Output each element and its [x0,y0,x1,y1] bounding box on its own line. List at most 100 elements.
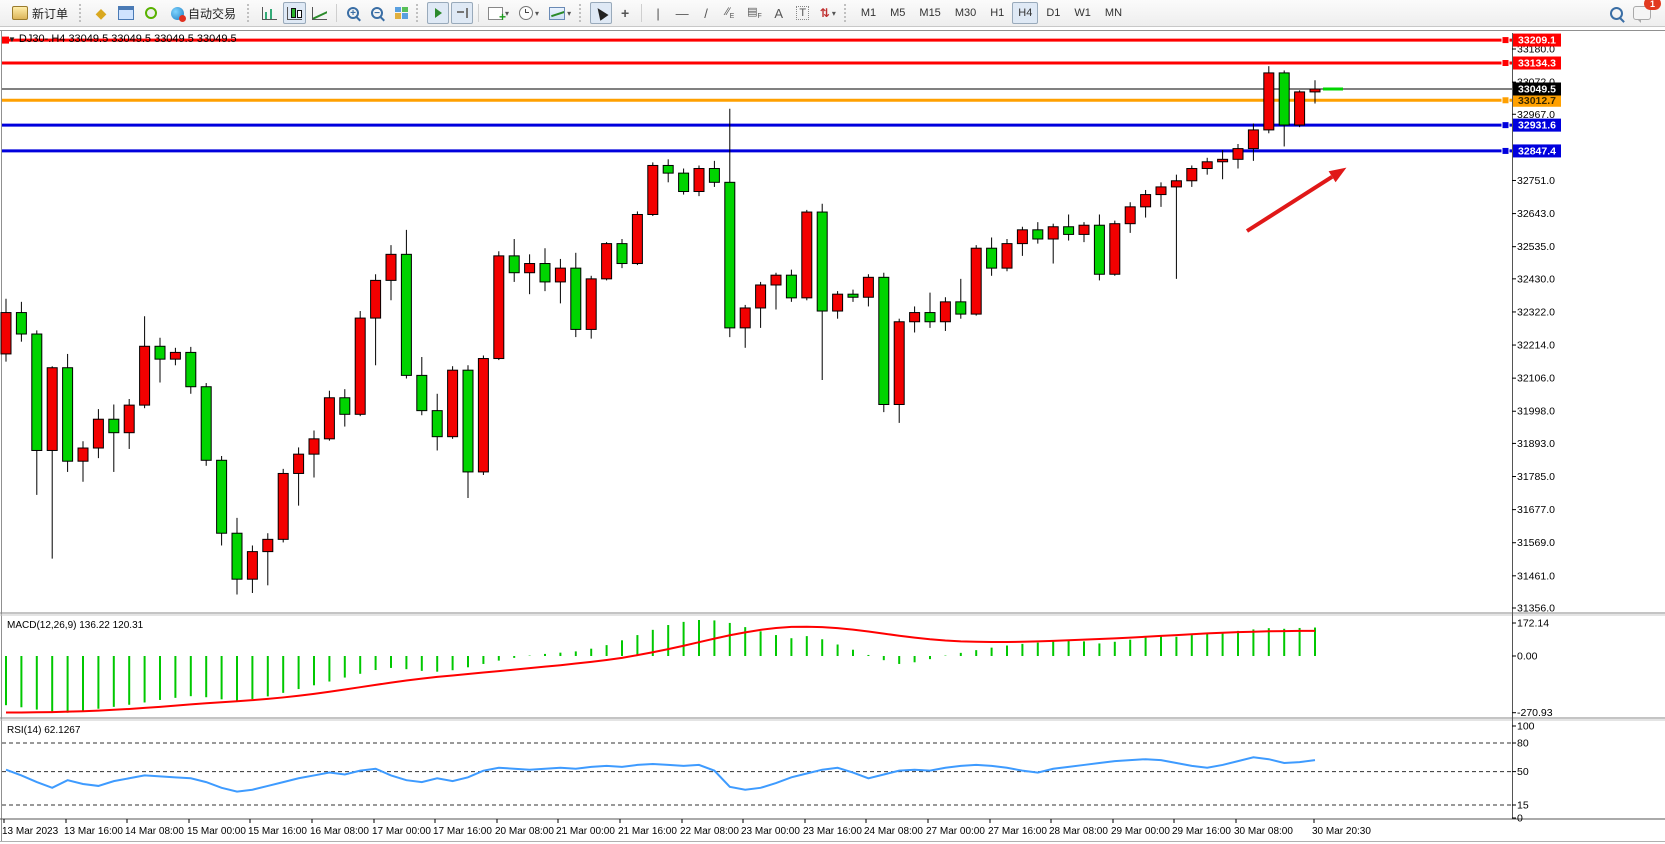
candle-body [1186,168,1198,182]
candle-body [1247,129,1259,150]
candle-body [62,367,74,462]
fibonacci-button[interactable]: ▤F [743,2,766,24]
price-tick-label: 32214.0 [1517,340,1555,352]
candle-body [493,255,505,360]
crosshair-button[interactable]: + [614,2,636,24]
macd-signal-line [6,625,1315,714]
candle-body [1294,91,1306,126]
line-handle[interactable] [1501,146,1510,155]
trendline-button[interactable]: / [695,2,717,24]
templates-icon [549,6,566,20]
svg-text:33012.7: 33012.7 [1518,95,1556,107]
cursor-button[interactable] [590,2,613,24]
time-tick-label: 17 Mar 00:00 [372,826,431,837]
signals-button[interactable] [140,2,162,24]
price-axis[interactable]: 33180.033072.032967.032751.032643.032535… [1512,33,1561,615]
candle-body [770,274,782,286]
time-tick-label: 14 Mar 08:00 [125,826,184,837]
price-line-33012.7[interactable] [2,96,1512,105]
auto-trading-button[interactable]: 自动交易 [164,2,243,24]
symbol-dropdown-icon[interactable]: ▼ [8,35,16,44]
candle-body [631,213,643,265]
gem-button[interactable]: ◆ [90,2,112,24]
timeframe-m30-button[interactable]: M30 [954,7,977,19]
timeframe-m1-button[interactable]: M1 [860,7,877,19]
arrows-button[interactable]: ⇅ ▾ [819,6,836,20]
timeframe-h4-button[interactable]: H4 [1012,2,1039,24]
price-tick-label: 31785.0 [1517,471,1555,483]
fibonacci-icon: ▤F [747,6,762,21]
crosshair-icon: + [620,5,630,21]
candle-body [616,243,628,265]
line-chart-button[interactable] [308,2,331,24]
chart-area[interactable]: 33180.033072.032967.032751.032643.032535… [0,28,1665,844]
candle-body [1063,226,1075,235]
line-handle[interactable] [1501,59,1510,68]
notifications-button[interactable]: 1 [1629,0,1661,24]
line-handle[interactable] [1501,96,1510,105]
candle-body [200,386,212,461]
text-button[interactable]: A [768,2,790,24]
periods-button[interactable]: ▾ [515,2,543,24]
line-handle[interactable] [1501,36,1510,45]
toolbar-grip [843,4,851,22]
macd-pane[interactable] [5,620,1316,714]
chart-shift-icon [456,8,468,18]
rsi-pane[interactable] [2,742,1512,806]
timeframe-m15-button[interactable]: M15 [919,7,941,19]
candle-body [1170,180,1182,188]
zoom-out-icon: − [371,7,384,19]
templates-button[interactable]: ▾ [545,2,575,24]
candle-body [801,211,813,299]
price-line-33209.1[interactable] [2,36,1512,45]
rsi-axis-label: 80 [1517,737,1529,749]
price-line-33134.3[interactable] [2,59,1512,68]
auto-scroll-button[interactable] [427,2,450,24]
new-order-button[interactable]: 新订单 [5,2,75,24]
candle-body [832,293,844,312]
vertical-line-button[interactable]: | [647,2,669,24]
channel-button[interactable]: ∕∕E [719,2,741,24]
time-tick-label: 15 Mar 00:00 [187,826,246,837]
chart-shift-button[interactable] [451,2,474,24]
chart-canvas[interactable]: 33180.033072.032967.032751.032643.032535… [0,28,1665,844]
timeframe-m5-button[interactable]: M5 [890,7,906,19]
price-line-32847.4[interactable] [2,146,1512,155]
add-indicator-button[interactable]: ▾ [484,2,513,24]
time-axis[interactable]: 13 Mar 2023 13 Mar 16:00 14 Mar 08:00 15 Ma… [2,819,1371,837]
text-label-button[interactable]: T [792,2,814,24]
timeframe-w1-button[interactable]: W1 [1074,7,1091,19]
candle-body [1232,148,1244,160]
tile-windows-button[interactable] [390,2,412,24]
open-chart-button[interactable] [114,2,138,24]
horizontal-line-button[interactable]: — [671,2,693,24]
gem-icon: ◆ [95,5,107,21]
indicator-axes[interactable]: 172.14 0.00 -270.93 100 80 50 150 [1512,618,1553,825]
time-tick-label: 21 Mar 16:00 [618,826,677,837]
zoom-in-button[interactable]: + [342,2,364,24]
candle-body [693,168,705,193]
candle-body [185,351,197,388]
candle-body [1001,243,1013,269]
timeframe-mn-button[interactable]: MN [1104,7,1123,19]
time-tick-label: 21 Mar 00:00 [556,826,615,837]
candle-body [924,312,936,323]
search-button[interactable] [1605,2,1627,24]
time-tick-label: 27 Mar 00:00 [926,826,985,837]
timeframe-h1-button[interactable]: H1 [990,7,1005,19]
candle-body [585,278,597,330]
line-handle[interactable] [2,36,9,44]
price-tick-label: 32967.0 [1517,109,1555,121]
candle-body [339,397,351,415]
line-handle[interactable] [1501,121,1510,130]
trend-arrow-annotation[interactable] [1245,167,1347,233]
price-tick-label: 31461.0 [1517,570,1555,582]
candlestick-chart-button[interactable] [283,2,307,24]
auto-scroll-icon [434,8,442,18]
price-line-32931.6[interactable] [2,121,1512,130]
timeframe-d1-button[interactable]: D1 [1046,7,1061,19]
candle-body [909,312,921,323]
bar-chart-button[interactable] [258,2,281,24]
price-line-objects[interactable] [2,36,1512,155]
zoom-out-button[interactable]: − [366,2,388,24]
